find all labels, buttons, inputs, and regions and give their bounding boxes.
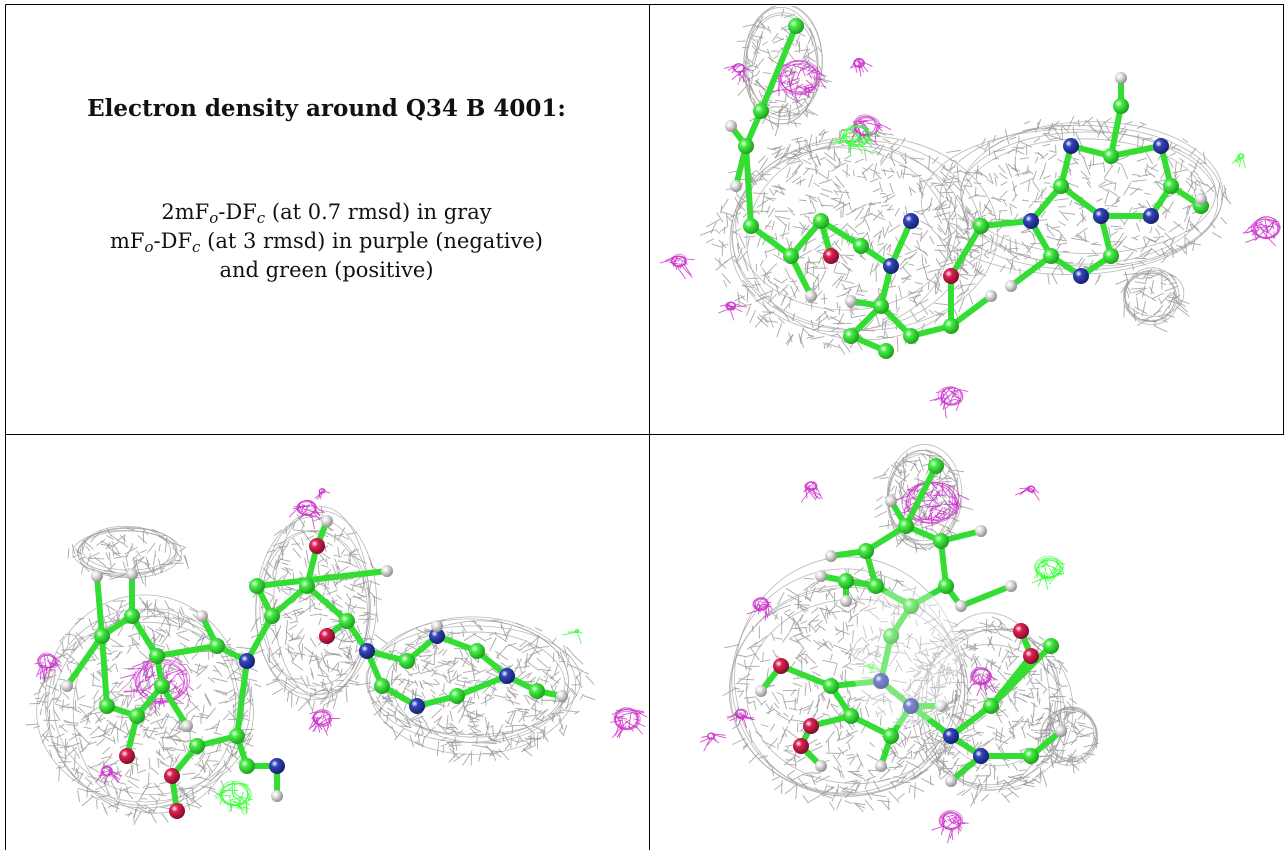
density-positive — [561, 629, 583, 645]
density-positive — [213, 780, 254, 815]
density-positive — [1231, 153, 1246, 168]
density-negative — [610, 707, 648, 739]
density-negative — [723, 62, 755, 83]
density-negative — [1242, 216, 1281, 246]
density-negative — [95, 765, 123, 785]
legend-line-2fo-fc: 2mFo-DFc (at 0.7 rmsd) in gray — [161, 200, 492, 227]
density-negative — [895, 481, 970, 527]
view-top-right — [659, 6, 1281, 419]
density-negative — [718, 301, 747, 321]
legend-line-positive: and green (positive) — [219, 258, 434, 282]
density-negative — [849, 57, 873, 77]
density-negative — [726, 708, 756, 728]
density-negative — [308, 709, 340, 736]
density-legend: 2mFo-DFc (at 0.7 rmsd) in gray mFo-DFc (… — [4, 198, 649, 285]
density-2fo-fc — [1034, 706, 1099, 774]
transparent-surface — [851, 586, 961, 726]
density-negative — [34, 652, 63, 683]
density-negative — [931, 810, 969, 844]
molecule-model — [61, 515, 568, 819]
density-negative — [967, 666, 998, 696]
view-bottom-right — [699, 444, 1099, 844]
density-2fo-fc — [699, 127, 998, 355]
density-negative — [800, 481, 823, 503]
molecule-model — [725, 18, 1209, 359]
view-bottom-left — [25, 488, 648, 826]
density-positive — [1031, 555, 1066, 590]
density-2fo-fc — [1115, 267, 1190, 333]
density-negative — [314, 488, 331, 500]
density-negative — [1015, 485, 1040, 501]
caption-cell: Electron density around Q34 B 4001: 2mFo… — [4, 0, 649, 434]
density-negative — [746, 597, 773, 621]
figure-title: Electron density around Q34 B 4001: — [87, 95, 566, 122]
density-negative — [929, 386, 969, 419]
legend-line-fo-fc: mFo-DFc (at 3 rmsd) in purple (negative) — [110, 229, 543, 256]
density-negative — [659, 253, 695, 280]
density-negative — [699, 732, 727, 752]
molecule-model — [755, 458, 1067, 787]
density-negative — [770, 59, 827, 104]
density-negative — [288, 499, 326, 530]
density-positive — [830, 124, 881, 157]
